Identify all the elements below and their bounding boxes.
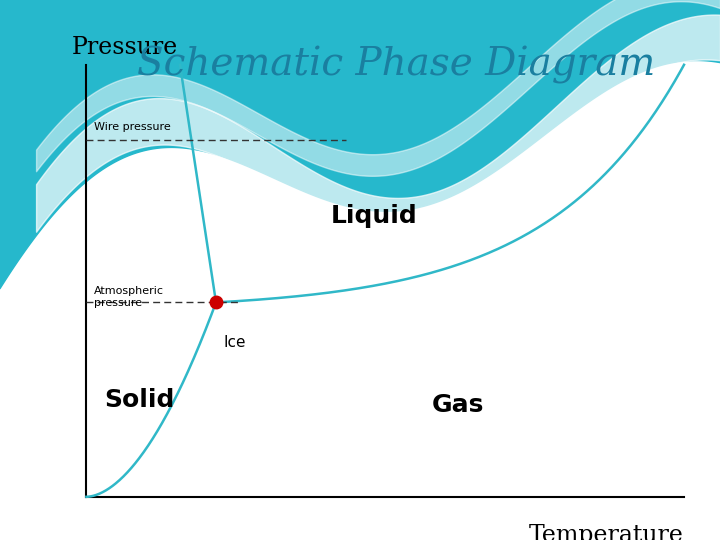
- Text: Solid: Solid: [104, 388, 175, 411]
- Text: Gas: Gas: [432, 393, 485, 417]
- Text: Temperature: Temperature: [529, 524, 684, 540]
- Text: Pressure: Pressure: [72, 36, 179, 59]
- Text: Schematic Phase Diagram: Schematic Phase Diagram: [137, 46, 655, 84]
- Text: Liquid: Liquid: [331, 204, 418, 228]
- Text: Wire pressure: Wire pressure: [94, 122, 171, 132]
- Text: Atmospheric
pressure: Atmospheric pressure: [94, 286, 163, 308]
- Text: Ice: Ice: [223, 335, 246, 350]
